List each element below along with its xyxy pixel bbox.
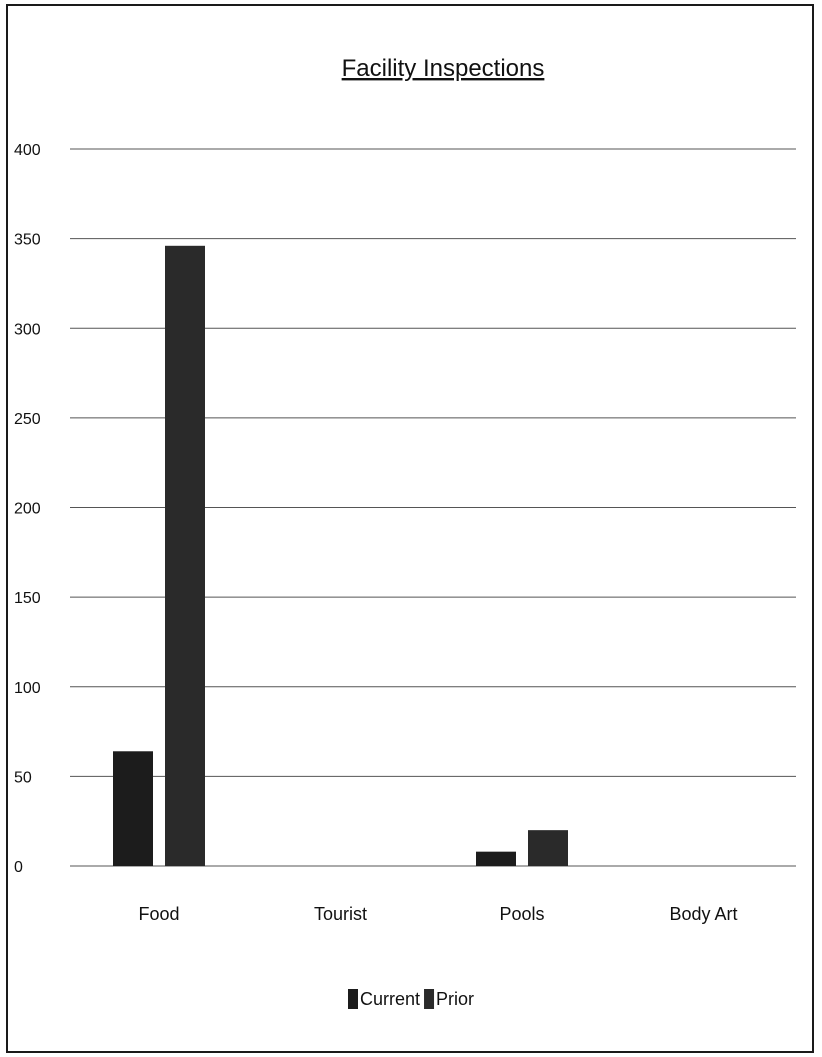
y-tick-label: 50 <box>14 769 32 786</box>
bars <box>113 245 568 867</box>
y-tick-label: 250 <box>14 411 41 428</box>
y-tick-label: 200 <box>14 501 41 518</box>
chart-title: Facility Inspections <box>342 55 545 82</box>
y-tick-label: 150 <box>14 590 41 607</box>
y-tick-label: 400 <box>14 142 41 159</box>
legend-label-prior: Prior <box>436 989 474 1009</box>
y-tick-label: 100 <box>14 680 41 697</box>
y-tick-label: 0 <box>14 859 23 876</box>
y-tick-label: 300 <box>14 321 41 338</box>
bar-current-food <box>113 751 153 866</box>
x-tick-label: Tourist <box>314 904 367 924</box>
x-axis-labels: Food Tourist Pools Body Art <box>138 904 737 924</box>
x-tick-label: Pools <box>499 904 544 924</box>
legend: Current Prior <box>348 989 474 1009</box>
legend-swatch-current <box>348 989 358 1009</box>
legend-label-current: Current <box>360 989 420 1009</box>
x-tick-label: Body Art <box>669 904 737 924</box>
legend-swatch-prior <box>424 989 435 1009</box>
bar-prior-food <box>165 245 205 867</box>
x-tick-label: Food <box>138 904 179 924</box>
chart-frame <box>6 4 814 1053</box>
bar-prior-pools <box>528 830 568 866</box>
y-tick-label: 350 <box>14 232 41 249</box>
bar-current-pools <box>476 851 516 866</box>
y-axis-ticks: 0 50 100 150 200 250 300 350 400 <box>14 142 41 876</box>
